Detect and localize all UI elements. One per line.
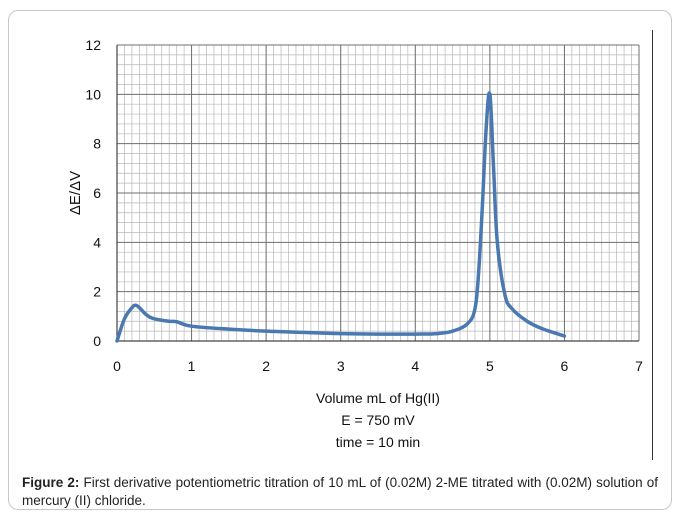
caption-label: Figure 2:	[22, 475, 80, 490]
figure-frame	[8, 10, 672, 510]
caption-text: First derivative potentiometric titratio…	[22, 475, 658, 508]
x-tick-label: 3	[337, 358, 345, 374]
x-axis-label-line-3: time = 10 min	[336, 434, 420, 450]
x-tick-label: 7	[635, 358, 643, 374]
x-axis-label-line-2: E = 750 mV	[341, 412, 415, 428]
figure-caption: Figure 2: First derivative potentiometri…	[22, 474, 658, 510]
y-tick-label: 6	[93, 185, 101, 201]
y-tick-label: 12	[85, 37, 101, 53]
x-tick-label: 5	[486, 358, 494, 374]
x-tick-label: 2	[262, 358, 270, 374]
x-tick-label: 6	[561, 358, 569, 374]
y-tick-label: 4	[93, 234, 101, 250]
y-tick-label: 2	[93, 284, 101, 300]
series-line	[115, 91, 567, 343]
y-tick-label: 10	[85, 86, 101, 102]
x-tick-label: 4	[411, 358, 419, 374]
y-tick-label: 8	[93, 136, 101, 152]
panel-divider	[652, 30, 653, 460]
x-tick-label: 1	[188, 358, 196, 374]
x-axis-label-line-1: Volume mL of Hg(II)	[316, 390, 440, 406]
y-axis-label: ΔE/ΔV	[67, 171, 84, 215]
x-tick-label: 0	[113, 358, 121, 374]
y-tick-label: 0	[93, 333, 101, 349]
